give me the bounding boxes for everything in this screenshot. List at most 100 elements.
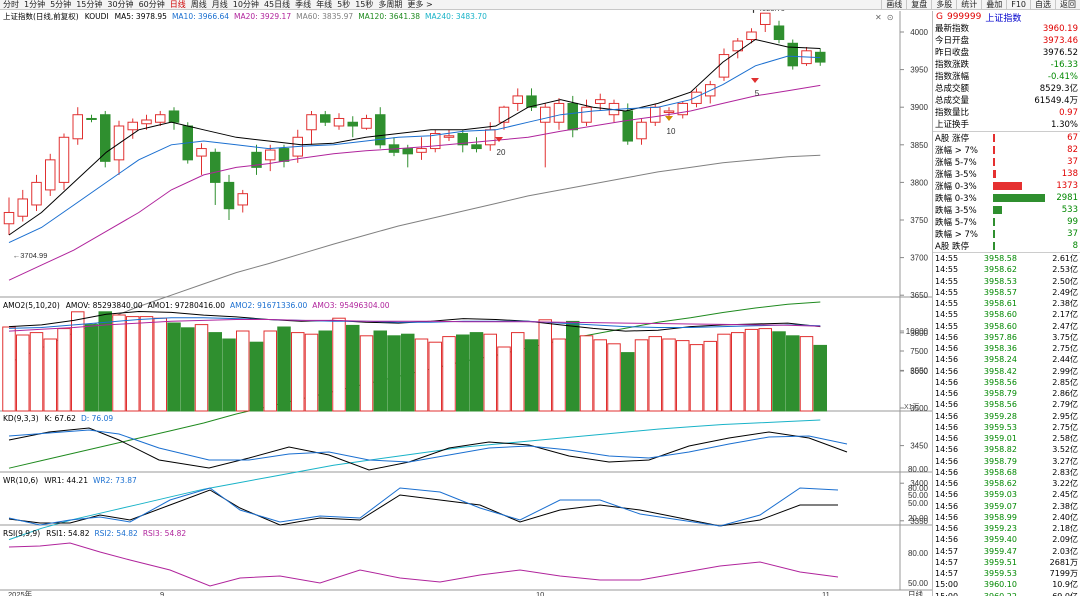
candle-body[interactable]: [636, 121, 647, 140]
volume-bar[interactable]: [524, 339, 539, 412]
volume-bar[interactable]: [401, 333, 415, 412]
volume-bar[interactable]: [153, 317, 167, 412]
candle-body[interactable]: [416, 148, 427, 153]
tool-button-7[interactable]: 返回: [1055, 0, 1080, 10]
tool-button-1[interactable]: 复盘: [906, 0, 931, 10]
volume-bar[interactable]: [57, 328, 71, 412]
candle-body[interactable]: [375, 114, 386, 146]
candle-body[interactable]: [760, 12, 771, 25]
volume-bar[interactable]: [304, 333, 319, 412]
volume-bar[interactable]: [98, 311, 112, 412]
tool-button-4[interactable]: 叠加: [981, 0, 1006, 10]
candle-body[interactable]: [31, 181, 42, 206]
volume-bar[interactable]: [621, 352, 635, 412]
chart-menu-icon[interactable]: ✕: [875, 13, 882, 22]
candle-body[interactable]: [677, 102, 688, 116]
candle-body[interactable]: [155, 114, 166, 123]
volume-bar[interactable]: [318, 330, 332, 412]
volume-bar[interactable]: [71, 311, 85, 412]
candle-body[interactable]: [210, 151, 221, 183]
candle-body[interactable]: [196, 148, 207, 157]
candle-body[interactable]: [58, 136, 70, 183]
volume-bar[interactable]: [497, 346, 511, 412]
period-tab-5[interactable]: 60分钟: [138, 0, 165, 9]
chart-canvas[interactable]: 4000 3950 3900 3850 3800 3750 3700 3650 3600 3550…: [0, 0, 932, 596]
period-tab-0[interactable]: 分时: [3, 0, 19, 9]
period-tab-14[interactable]: 15秒: [355, 0, 374, 9]
candle-body[interactable]: [622, 110, 633, 142]
candle-body[interactable]: [746, 31, 757, 41]
volume-bar[interactable]: [139, 316, 154, 412]
volume-bar[interactable]: [511, 332, 525, 412]
volume-bar[interactable]: [373, 330, 387, 412]
volume-bar[interactable]: [731, 332, 745, 412]
candle-body[interactable]: [595, 99, 606, 104]
volume-bar[interactable]: [566, 320, 580, 412]
candle-body[interactable]: [141, 119, 152, 125]
volume-bar[interactable]: [456, 334, 470, 412]
candle-body[interactable]: [3, 211, 15, 225]
volume-bar[interactable]: [676, 340, 690, 412]
candle-body[interactable]: [265, 149, 276, 161]
candle-body[interactable]: [553, 102, 565, 123]
volume-bar[interactable]: [538, 319, 552, 412]
chart-area[interactable]: 4000 3950 3900 3850 3800 3750 3700 3650 3600 3550…: [0, 0, 932, 596]
volume-bar[interactable]: [181, 327, 195, 412]
candle-body[interactable]: [732, 40, 743, 52]
period-tab-13[interactable]: 5秒: [337, 0, 351, 9]
candle-body[interactable]: [691, 91, 702, 104]
volume-bar[interactable]: [772, 331, 786, 412]
period-tab-1[interactable]: 1分钟: [24, 0, 46, 9]
candle-body[interactable]: [663, 110, 675, 113]
candle-body[interactable]: [86, 117, 97, 120]
signal-mark-icon[interactable]: [751, 78, 759, 83]
period-tab-12[interactable]: 年线: [316, 0, 333, 9]
volume-bar[interactable]: [786, 335, 800, 412]
candle-body[interactable]: [443, 135, 455, 138]
candle-body[interactable]: [72, 114, 83, 140]
volume-bar[interactable]: [469, 332, 484, 412]
candle-body[interactable]: [485, 129, 496, 146]
volume-bar[interactable]: [346, 324, 360, 412]
candle-body[interactable]: [581, 106, 592, 123]
period-tab-8[interactable]: 月线: [211, 0, 228, 9]
volume-bar[interactable]: [2, 326, 16, 412]
volume-bar[interactable]: [222, 338, 236, 412]
candle-body[interactable]: [333, 117, 345, 127]
period-tab-6[interactable]: 日线: [169, 0, 186, 9]
volume-bar[interactable]: [813, 344, 827, 412]
tick-list[interactable]: 14:55 3958.58 2.61亿 14:55 3958.62 2.53亿 14:55 3…: [933, 252, 1080, 596]
candle-body[interactable]: [773, 25, 785, 41]
candle-body[interactable]: [430, 133, 441, 150]
candle-body[interactable]: [526, 95, 537, 108]
chart-settings-icon[interactable]: ⊙: [886, 13, 894, 22]
volume-bar[interactable]: [249, 341, 264, 412]
candle-body[interactable]: [512, 95, 523, 104]
volume-bar[interactable]: [483, 333, 497, 412]
signal-mark-icon[interactable]: [665, 116, 673, 121]
volume-bar[interactable]: [16, 334, 30, 412]
volume-bar[interactable]: [208, 332, 222, 412]
tool-button-6[interactable]: 自选: [1030, 0, 1055, 10]
volume-bar[interactable]: [634, 339, 649, 412]
volume-bar[interactable]: [359, 335, 374, 412]
period-tab-7[interactable]: 周线: [190, 0, 207, 9]
volume-bar[interactable]: [717, 333, 731, 412]
candle-body[interactable]: [100, 114, 111, 162]
candle-body[interactable]: [787, 42, 798, 67]
signal-mark-icon[interactable]: [495, 137, 503, 142]
candle-body[interactable]: [223, 181, 235, 210]
volume-bar[interactable]: [428, 341, 442, 412]
period-tab-9[interactable]: 10分钟: [232, 0, 259, 9]
period-tab-4[interactable]: 30分钟: [107, 0, 134, 9]
volume-bar[interactable]: [43, 338, 57, 412]
volume-bar[interactable]: [84, 324, 99, 412]
tool-button-3[interactable]: 统计: [956, 0, 981, 10]
candle-body[interactable]: [718, 54, 730, 78]
candle-body[interactable]: [45, 159, 56, 191]
candle-body[interactable]: [457, 133, 468, 146]
volume-bar[interactable]: [126, 316, 140, 412]
candle-body[interactable]: [168, 110, 180, 123]
volume-bar[interactable]: [607, 343, 621, 412]
period-tab-16[interactable]: 更多 >: [407, 0, 433, 9]
